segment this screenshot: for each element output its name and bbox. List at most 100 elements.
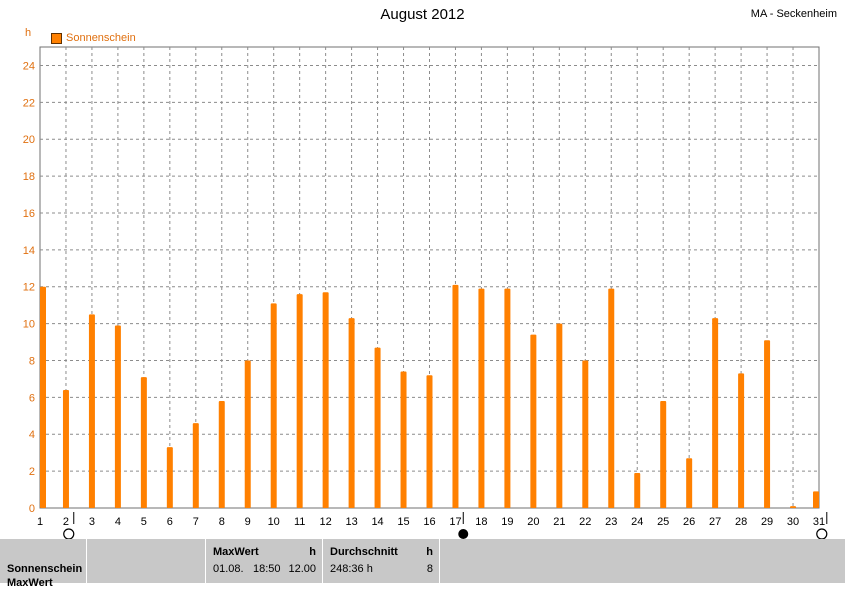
x-tick-label: 11 [294, 516, 305, 528]
full-moon-icon [816, 528, 828, 539]
y-tick-label: 6 [29, 392, 35, 404]
bar-day-10 [270, 303, 277, 508]
bar-day-21 [556, 323, 563, 508]
avg-header: Durchschnitt [330, 546, 398, 558]
y-tick-label: 18 [23, 171, 35, 183]
chart-title: August 2012 [380, 6, 465, 23]
bar-day-24 [634, 472, 641, 508]
full-moon-icon [63, 528, 75, 539]
x-tick-label: 25 [657, 516, 669, 528]
bar-day-12 [322, 292, 329, 508]
x-tick-label: 14 [371, 516, 383, 528]
y-tick-label: 22 [23, 97, 35, 109]
bar-day-2 [62, 389, 69, 508]
x-tick-label: 12 [320, 516, 332, 528]
x-tick-label: 13 [345, 516, 357, 528]
bar-day-1 [40, 286, 46, 508]
bar-day-14 [374, 347, 381, 508]
x-tick-label: 8 [219, 516, 225, 528]
y-tick-label: 14 [23, 245, 35, 257]
y-tick-label: 0 [29, 503, 35, 515]
x-tick-label: 5 [141, 516, 147, 528]
bar-day-17 [452, 284, 459, 508]
y-tick-label: 2 [29, 466, 35, 478]
bar-day-8 [218, 401, 225, 508]
bar-day-6 [166, 447, 173, 508]
x-tick-label: 31 [813, 516, 825, 528]
x-tick-label: 21 [553, 516, 565, 528]
x-tick-label: 17 [449, 516, 461, 528]
x-tick-label: 20 [527, 516, 539, 528]
new-moon-icon [458, 529, 469, 539]
bar-day-18 [478, 288, 485, 508]
x-tick-label: 22 [579, 516, 591, 528]
y-tick-label: 20 [23, 134, 35, 146]
summary-spacer [87, 539, 206, 583]
y-tick-label: 10 [23, 319, 35, 331]
max-unit: h [309, 546, 316, 558]
max-time: 18:50 [253, 563, 281, 575]
bar-day-23 [608, 288, 615, 508]
y-tick-label: 4 [29, 429, 35, 441]
x-tick-label: 9 [245, 516, 251, 528]
summary-row-label: Sonnenschein [7, 563, 83, 575]
legend-label: Sonnenschein [66, 32, 136, 44]
x-tick-label: 3 [89, 516, 95, 528]
bar-day-29 [764, 340, 771, 508]
bar-day-15 [400, 371, 407, 508]
summary-row-labels: Sonnenschein MaxWert [0, 539, 87, 589]
x-tick-label: 28 [735, 516, 747, 528]
y-tick-label: 24 [23, 60, 35, 72]
avg-unit: h [426, 546, 433, 558]
bar-day-19 [504, 288, 511, 508]
bar-day-11 [296, 294, 303, 508]
summary-avg-column: Durchschnitt h 248:36 h 8 [323, 539, 440, 583]
max-header: MaxWert [213, 546, 259, 558]
y-axis-unit: h [25, 27, 32, 39]
x-tick-label: 27 [709, 516, 721, 528]
bar-day-20 [530, 334, 537, 508]
x-tick-label: 29 [761, 516, 773, 528]
bar-day-26 [686, 458, 693, 508]
y-tick-label: 8 [29, 355, 35, 367]
bar-day-22 [582, 360, 589, 508]
bar-day-4 [114, 325, 121, 508]
bar-day-5 [140, 377, 147, 508]
avg-value: 248:36 h [330, 563, 373, 575]
max-date: 01.08. [213, 563, 244, 575]
summary-panel: Sonnenschein MaxWert MaxWert h 01.08. 18… [0, 539, 845, 589]
legend: Sonnenschein [51, 32, 136, 44]
bar-day-7 [192, 423, 199, 508]
bar-day-9 [244, 360, 251, 508]
x-tick-label: 23 [605, 516, 617, 528]
x-tick-label: 16 [423, 516, 435, 528]
bar-day-28 [738, 373, 745, 508]
y-tick-label: 12 [23, 282, 35, 294]
x-tick-label: 7 [193, 516, 199, 528]
bar-day-27 [712, 318, 719, 508]
max-value: 12.00 [288, 563, 316, 575]
avg-count: 8 [426, 563, 433, 575]
summary-max-column: MaxWert h 01.08. 18:50 12.00 [206, 539, 323, 583]
x-tick-label: 19 [501, 516, 513, 528]
bar-day-13 [348, 318, 355, 508]
bar-day-25 [660, 401, 667, 508]
station-name: MA - Seckenheim [750, 8, 837, 20]
x-tick-label: 15 [397, 516, 409, 528]
x-tick-label: 24 [631, 516, 643, 528]
x-tick-label: 18 [475, 516, 487, 528]
x-tick-label: 26 [683, 516, 695, 528]
y-tick-label: 16 [23, 208, 35, 220]
x-tick-label: 2 [63, 516, 69, 528]
x-tick-label: 6 [167, 516, 173, 528]
x-tick-label: 4 [115, 516, 121, 528]
bar-day-30 [790, 506, 797, 508]
bar-day-31 [813, 491, 819, 508]
bar-day-16 [426, 375, 433, 508]
x-tick-label: 1 [37, 516, 43, 528]
x-tick-label: 30 [787, 516, 799, 528]
legend-swatch [51, 32, 62, 44]
x-tick-label: 10 [268, 516, 280, 528]
summary-row-label-2: MaxWert [7, 577, 53, 589]
